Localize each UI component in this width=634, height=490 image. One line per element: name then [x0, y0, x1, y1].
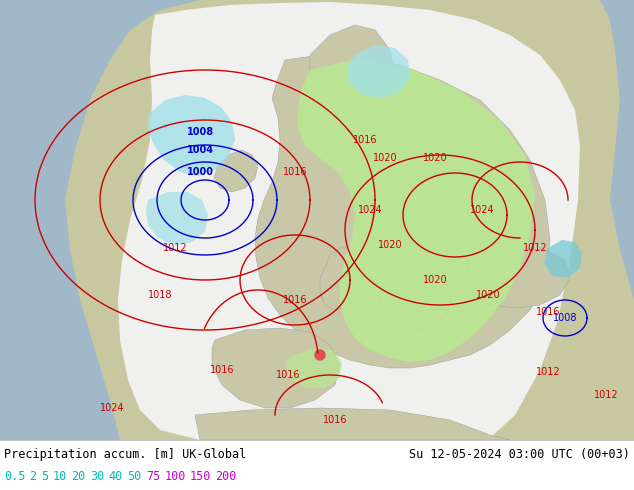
- Polygon shape: [380, 272, 452, 330]
- Polygon shape: [348, 45, 410, 98]
- Text: 50: 50: [127, 470, 141, 483]
- Text: 100: 100: [165, 470, 186, 483]
- Text: 1016: 1016: [276, 370, 301, 380]
- Text: 2: 2: [29, 470, 37, 483]
- Polygon shape: [118, 2, 580, 440]
- Polygon shape: [466, 248, 570, 308]
- Text: 1000: 1000: [186, 167, 214, 177]
- Text: 1024: 1024: [358, 205, 382, 215]
- Text: 1020: 1020: [476, 290, 500, 300]
- Text: 20: 20: [72, 470, 86, 483]
- Text: Precipitation accum. [m] UK-Global: Precipitation accum. [m] UK-Global: [4, 448, 246, 461]
- Polygon shape: [212, 328, 340, 408]
- FancyBboxPatch shape: [0, 440, 634, 490]
- Text: 1012: 1012: [522, 243, 547, 253]
- Polygon shape: [298, 58, 535, 362]
- Circle shape: [315, 350, 325, 360]
- Text: 1012: 1012: [593, 390, 618, 400]
- Text: 1008: 1008: [186, 127, 214, 137]
- Text: 1016: 1016: [353, 135, 377, 145]
- Text: 1016: 1016: [210, 365, 234, 375]
- Text: 1024: 1024: [470, 205, 495, 215]
- Polygon shape: [146, 192, 208, 245]
- Text: 30: 30: [90, 470, 105, 483]
- Text: 1008: 1008: [553, 313, 577, 323]
- Text: 1012: 1012: [536, 367, 560, 377]
- Text: 1016: 1016: [536, 307, 560, 317]
- Text: 1020: 1020: [373, 153, 398, 163]
- Text: 40: 40: [109, 470, 123, 483]
- Text: 1012: 1012: [163, 243, 187, 253]
- Polygon shape: [148, 95, 235, 176]
- Text: Su 12-05-2024 03:00 UTC (00+03): Su 12-05-2024 03:00 UTC (00+03): [409, 448, 630, 461]
- Polygon shape: [544, 240, 582, 278]
- Polygon shape: [580, 0, 634, 300]
- Polygon shape: [285, 348, 342, 388]
- Text: 75: 75: [146, 470, 160, 483]
- Text: 150: 150: [190, 470, 211, 483]
- Polygon shape: [195, 408, 510, 440]
- Text: 1020: 1020: [423, 153, 448, 163]
- Text: 1020: 1020: [378, 240, 403, 250]
- Text: 200: 200: [216, 470, 236, 483]
- Text: 10: 10: [53, 470, 67, 483]
- Polygon shape: [255, 55, 550, 368]
- Text: 1016: 1016: [283, 295, 307, 305]
- Text: 1016: 1016: [323, 415, 347, 425]
- Text: 1024: 1024: [100, 403, 124, 413]
- Text: 1018: 1018: [148, 290, 172, 300]
- Text: 1020: 1020: [423, 275, 448, 285]
- Text: 5: 5: [41, 470, 48, 483]
- Text: 1004: 1004: [186, 145, 214, 155]
- Text: 1016: 1016: [283, 167, 307, 177]
- Polygon shape: [214, 150, 258, 192]
- Text: 0.5: 0.5: [4, 470, 25, 483]
- Polygon shape: [320, 248, 365, 310]
- Polygon shape: [0, 0, 200, 440]
- Polygon shape: [310, 25, 395, 108]
